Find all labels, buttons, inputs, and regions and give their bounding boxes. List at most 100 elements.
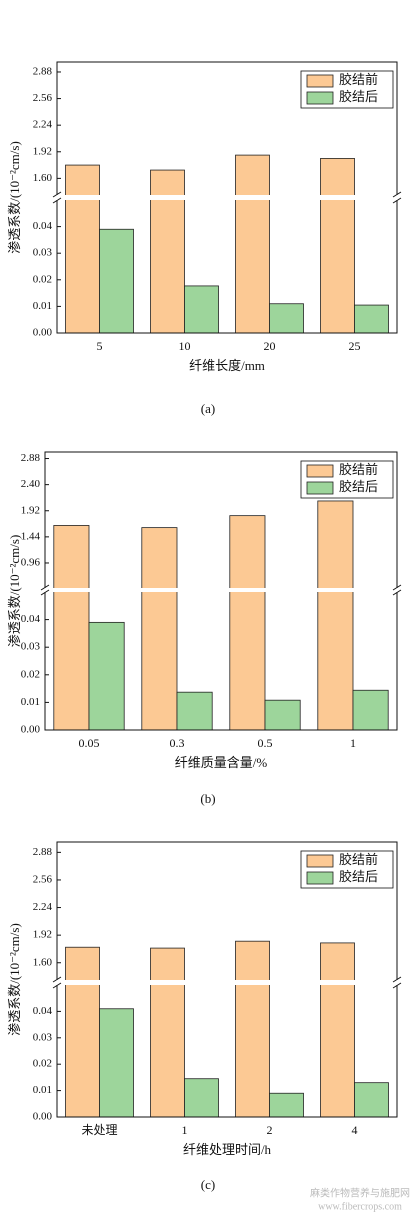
break-mark [392, 584, 402, 591]
y-tick-label: 0.04 [33, 1005, 53, 1017]
break-mark [52, 191, 62, 198]
x-tick-label: 1 [350, 736, 356, 750]
y-tick-label: 0.04 [21, 613, 41, 625]
break-mark [392, 982, 402, 989]
y-axis-label: 渗透系数/(10⁻²cm/s) [7, 535, 22, 648]
bar [141, 527, 178, 731]
y-tick-label: 1.92 [33, 929, 52, 941]
x-tick-label: 1 [182, 1123, 188, 1137]
y-tick-label: 0.00 [33, 1111, 53, 1123]
bar [235, 154, 270, 334]
caption: (c) [201, 1177, 215, 1192]
bar [269, 303, 304, 334]
y-tick-label: 0.04 [33, 220, 53, 232]
bar [269, 1092, 304, 1118]
y-tick-label: 0.01 [21, 696, 40, 708]
legend-swatch [306, 481, 334, 495]
break-mark [40, 584, 50, 591]
y-tick-label: 0.03 [33, 247, 53, 259]
x-tick-label: 未处理 [81, 1123, 117, 1137]
bar [150, 947, 185, 1118]
y-tick-label: 2.56 [33, 873, 53, 885]
y-tick-label: 0.02 [21, 668, 40, 680]
bar [264, 699, 301, 731]
y-tick-label: 0.01 [33, 1084, 52, 1096]
bar [99, 1008, 134, 1118]
bar [65, 164, 100, 334]
y-tick-label: 0.02 [33, 1058, 52, 1070]
y-tick-label: 0.96 [21, 557, 41, 569]
y-tick-label: 0.03 [21, 641, 41, 653]
legend-swatch [306, 871, 334, 885]
legend-label: 胶结后 [339, 479, 378, 494]
y-tick-label: 2.56 [33, 92, 53, 104]
bar [354, 304, 389, 334]
y-tick-label: 0.00 [21, 724, 41, 736]
legend-label: 胶结前 [339, 852, 378, 867]
bar [88, 621, 125, 731]
y-tick-label: 2.24 [33, 901, 53, 913]
axis-break [51, 195, 403, 200]
watermark: www.fibercrops.com [318, 1201, 402, 1212]
axis-break [39, 588, 403, 592]
y-tick-label: 2.88 [33, 66, 53, 78]
legend-swatch [306, 91, 334, 105]
y-tick-label: 0.00 [33, 327, 53, 339]
x-tick-label: 5 [97, 339, 103, 353]
legend-label: 胶结前 [339, 462, 378, 477]
y-tick-label: 0.03 [33, 1031, 53, 1043]
bar [229, 515, 266, 731]
break-mark [392, 589, 402, 596]
caption: (b) [200, 791, 215, 806]
break-mark [392, 191, 402, 198]
bar [65, 946, 100, 1118]
bar [150, 169, 185, 334]
x-tick-label: 4 [352, 1123, 358, 1137]
caption: (a) [201, 401, 215, 416]
axis-break [51, 980, 403, 985]
bar [184, 1078, 219, 1118]
bar [176, 691, 213, 731]
y-tick-label: 1.60 [33, 956, 53, 968]
x-tick-label: 20 [264, 339, 276, 353]
y-tick-label: 1.92 [33, 145, 52, 157]
break-mark [52, 197, 62, 204]
y-tick-label: 2.24 [33, 119, 53, 131]
legend-label: 胶结前 [339, 72, 378, 87]
break-mark [52, 982, 62, 989]
legend-label: 胶结后 [339, 869, 378, 884]
x-axis-label: 纤维处理时间/h [183, 1142, 272, 1157]
y-tick-label: 2.88 [21, 452, 41, 464]
legend-swatch [306, 854, 334, 868]
break-mark [40, 589, 50, 596]
legend-label: 胶结后 [339, 89, 378, 104]
break-mark [52, 976, 62, 983]
y-tick-label: 2.88 [33, 846, 53, 858]
bar [320, 158, 355, 334]
bar [352, 689, 389, 731]
y-tick-label: 1.92 [21, 504, 40, 516]
x-tick-label: 2 [267, 1123, 273, 1137]
break-mark [392, 197, 402, 204]
break-mark [392, 976, 402, 983]
bar [320, 942, 355, 1118]
y-tick-label: 2.40 [21, 478, 41, 490]
x-axis-label: 纤维质量含量/% [175, 755, 268, 770]
bar [99, 228, 134, 334]
x-tick-label: 25 [349, 339, 361, 353]
y-tick-label: 1.60 [33, 172, 53, 184]
y-tick-label: 0.01 [33, 300, 52, 312]
x-axis-label: 纤维长度/mm [189, 358, 265, 373]
x-tick-label: 0.05 [79, 736, 100, 750]
legend-swatch [306, 74, 334, 88]
y-tick-label: 0.02 [33, 273, 52, 285]
x-tick-label: 0.3 [170, 736, 185, 750]
bar [53, 525, 90, 731]
bar [354, 1082, 389, 1118]
legend-swatch [306, 464, 334, 478]
y-axis-label: 渗透系数/(10⁻²cm/s) [7, 141, 22, 254]
watermark: 麻类作物营养与施肥网 [310, 1186, 410, 1199]
bar [317, 500, 354, 731]
y-tick-label: 1.44 [21, 530, 41, 542]
